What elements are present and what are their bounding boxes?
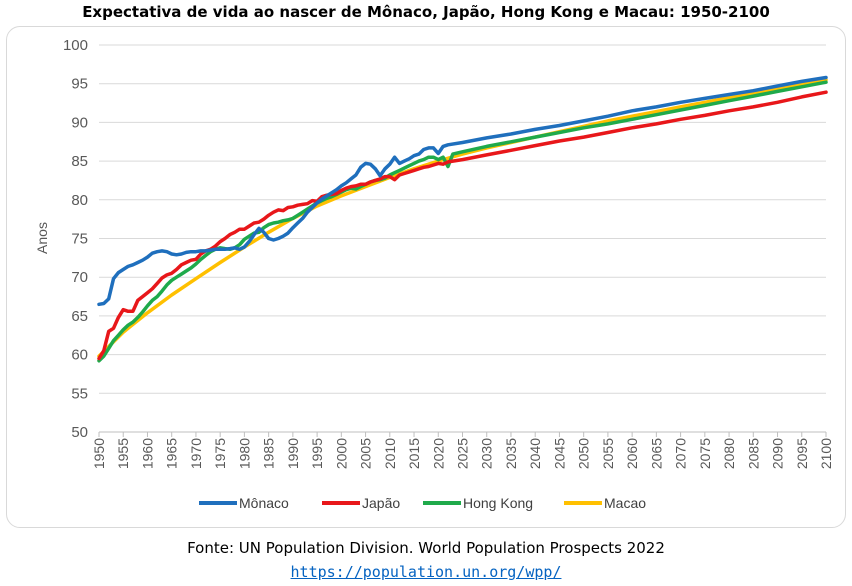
y-tick-label: 60 [71,347,88,364]
x-tick-label: 2100 [818,438,834,469]
x-tick-label: 2055 [600,438,616,469]
legend-label: Macao [604,495,646,511]
x-tick-label: 2025 [455,438,471,469]
series-lines [97,75,828,363]
x-tick-label: 2080 [721,438,737,469]
x-tick-label: 1970 [188,438,204,469]
line-chart: 50 55 60 65 70 75 80 85 90 95 100 1950 1955 1960 1965… [34,37,834,511]
y-tick-label: 90 [71,114,88,131]
x-tick-label: 2030 [479,438,495,469]
y-tick-label: 85 [71,153,88,170]
legend: Mônaco Japão Hong Kong Macao [199,495,646,511]
y-tick-label: 70 [71,269,88,286]
x-tick-label: 2070 [673,438,689,469]
x-tick-label: 2050 [576,438,592,469]
x-tick-label: 1960 [139,438,155,469]
legend-label: Japão [362,495,400,511]
x-tick-label: 2085 [745,438,761,469]
x-tick-label: 1990 [285,438,301,469]
x-tick-label: 2045 [551,438,567,469]
x-tick-label: 1965 [164,438,180,469]
y-tick-label: 100 [63,37,88,54]
x-tick-label: 1985 [261,438,277,469]
series-line-Hong Kong [97,80,828,363]
x-tick-label: 2090 [770,438,786,469]
series-line-Mônaco [97,75,828,307]
x-tick-label: 2035 [503,438,519,469]
x-tick-label: 2015 [406,438,422,469]
x-tick-label: 2060 [624,438,640,469]
y-tick-label: 50 [71,424,88,441]
x-tick-label: 2010 [382,438,398,469]
x-tick-label: 2065 [648,438,664,469]
x-tick-label: 1980 [236,438,252,469]
x-tick-label: 1975 [212,438,228,469]
chart-title: Expectativa de vida ao nascer de Mônaco,… [82,3,770,21]
source-text: Fonte: UN Population Division. World Pop… [187,539,665,557]
x-tick-label: 2040 [527,438,543,469]
x-tick-label: 2000 [333,438,349,469]
x-tick-label: 1955 [115,438,131,469]
y-axis-label: Anos [34,222,50,254]
series-line-Macao [97,78,828,358]
legend-label: Hong Kong [463,495,533,511]
y-tick-label: 65 [71,308,88,325]
y-tick-label: 80 [71,192,88,209]
x-tick-label: 1950 [91,438,107,469]
x-tick-label: 2075 [697,438,713,469]
y-tick-label: 75 [71,231,88,248]
source-link[interactable]: https://population.un.org/wpp/ [290,563,562,581]
y-axis-ticks: 50 55 60 65 70 75 80 85 90 95 100 [63,37,88,441]
x-tick-label: 2095 [794,438,810,469]
y-tick-label: 55 [71,385,88,402]
x-tick-label: 2005 [358,438,374,469]
y-tick-label: 95 [71,76,88,93]
x-axis: 1950 1955 1960 1965 1970 1975 1980 1985 1990 1995… [91,432,834,469]
series-line-Japão [97,90,828,361]
legend-label: Mônaco [239,495,289,511]
x-tick-label: 1995 [309,438,325,469]
x-tick-label: 2020 [430,438,446,469]
